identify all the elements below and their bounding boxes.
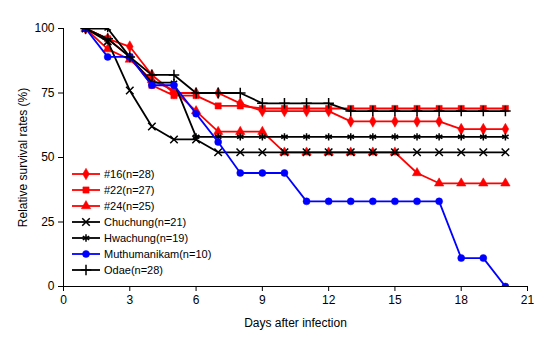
html-text:Odae(n=28): Odae(n=28) [104, 264, 163, 276]
svg-text:100: 100 [34, 21, 54, 35]
html-text:Chuchung(n=21): Chuchung(n=21) [104, 216, 187, 228]
svg-text:12: 12 [322, 293, 336, 307]
html-text:#16(n=28): #16(n=28) [104, 168, 155, 180]
svg-text:9: 9 [259, 293, 266, 307]
svg-text:0: 0 [60, 293, 67, 307]
svg-text:75: 75 [41, 86, 55, 100]
html-text:Hwachung(n=19): Hwachung(n=19) [104, 232, 189, 244]
html-text:#22(n=27): #22(n=27) [104, 184, 155, 196]
svg-text:Relative survival rates (%): Relative survival rates (%) [16, 88, 30, 227]
html-text:#24(n=25): #24(n=25) [104, 200, 155, 212]
svg-text:15: 15 [388, 293, 402, 307]
svg-text:18: 18 [455, 293, 469, 307]
svg-text:25: 25 [41, 215, 55, 229]
html-text:Muthumanikam(n=10): Muthumanikam(n=10) [104, 248, 212, 260]
svg-text:50: 50 [41, 150, 55, 164]
svg-text:0: 0 [48, 279, 55, 293]
svg-text:6: 6 [193, 293, 200, 307]
svg-text:3: 3 [126, 293, 133, 307]
svg-text:Days after infection: Days after infection [244, 316, 347, 330]
svg-text:21: 21 [521, 293, 535, 307]
